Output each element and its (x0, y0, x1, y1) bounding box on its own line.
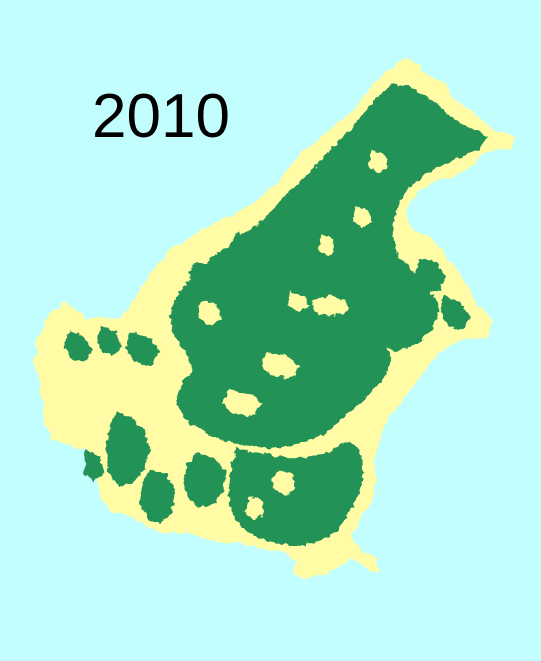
forest-cover (64, 84, 488, 546)
year-label: 2010 (92, 82, 230, 151)
forest-clearings (198, 150, 388, 520)
